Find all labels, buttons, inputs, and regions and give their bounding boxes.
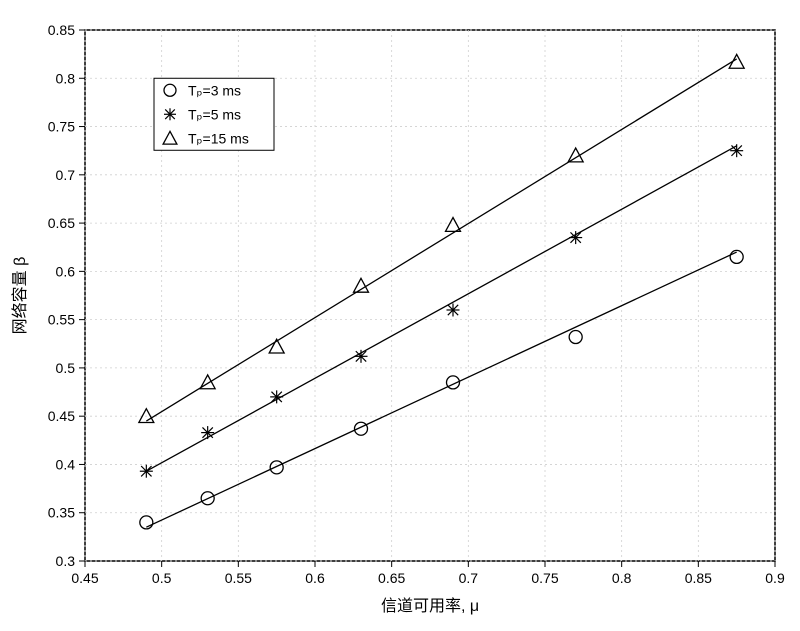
y-tick-label: 0.6 <box>56 263 76 279</box>
chart-svg: 0.450.50.550.60.650.70.750.80.850.90.30.… <box>0 0 800 631</box>
x-tick-label: 0.6 <box>305 570 325 586</box>
x-tick-label: 0.45 <box>71 570 98 586</box>
legend-marker-Tp=5ms <box>164 108 176 120</box>
x-axis-label: 信道可用率, μ <box>381 597 479 615</box>
y-tick-label: 0.4 <box>56 456 76 472</box>
x-tick-label: 0.9 <box>765 570 785 586</box>
y-tick-label: 0.45 <box>48 408 75 424</box>
x-tick-label: 0.65 <box>378 570 405 586</box>
x-tick-label: 0.85 <box>685 570 712 586</box>
y-tick-label: 0.65 <box>48 215 75 231</box>
x-tick-label: 0.75 <box>531 570 558 586</box>
marker-Tp=5ms <box>140 465 153 478</box>
x-tick-label: 0.7 <box>459 570 479 586</box>
y-axis-label: 网络容量 β <box>10 257 29 335</box>
marker-Tp=5ms <box>355 350 368 363</box>
x-tick-label: 0.5 <box>152 570 172 586</box>
y-tick-label: 0.75 <box>48 119 75 135</box>
marker-Tp=5ms <box>201 426 214 439</box>
legend-label-Tp=5ms: Tₚ=5 ms <box>188 106 241 122</box>
marker-Tp=5ms <box>270 390 283 403</box>
y-tick-label: 0.35 <box>48 505 75 521</box>
y-tick-label: 0.5 <box>56 360 76 376</box>
y-tick-label: 0.85 <box>48 22 75 38</box>
marker-Tp=5ms <box>569 231 582 244</box>
legend-label-Tp=3ms: Tₚ=3 ms <box>188 82 241 98</box>
y-tick-label: 0.55 <box>48 312 75 328</box>
chart-container: 0.450.50.550.60.650.70.750.80.850.90.30.… <box>0 0 800 631</box>
legend-label-Tp=15ms: Tₚ=15 ms <box>188 130 249 146</box>
legend: Tₚ=3 ms Tₚ=5 ms Tₚ=15 ms <box>154 78 274 150</box>
x-tick-label: 0.8 <box>612 570 632 586</box>
y-tick-label: 0.8 <box>56 70 76 86</box>
y-tick-label: 0.3 <box>56 553 76 569</box>
marker-Tp=5ms <box>447 303 460 316</box>
x-tick-label: 0.55 <box>225 570 252 586</box>
y-tick-label: 0.7 <box>56 167 76 183</box>
marker-Tp=5ms <box>730 144 743 157</box>
